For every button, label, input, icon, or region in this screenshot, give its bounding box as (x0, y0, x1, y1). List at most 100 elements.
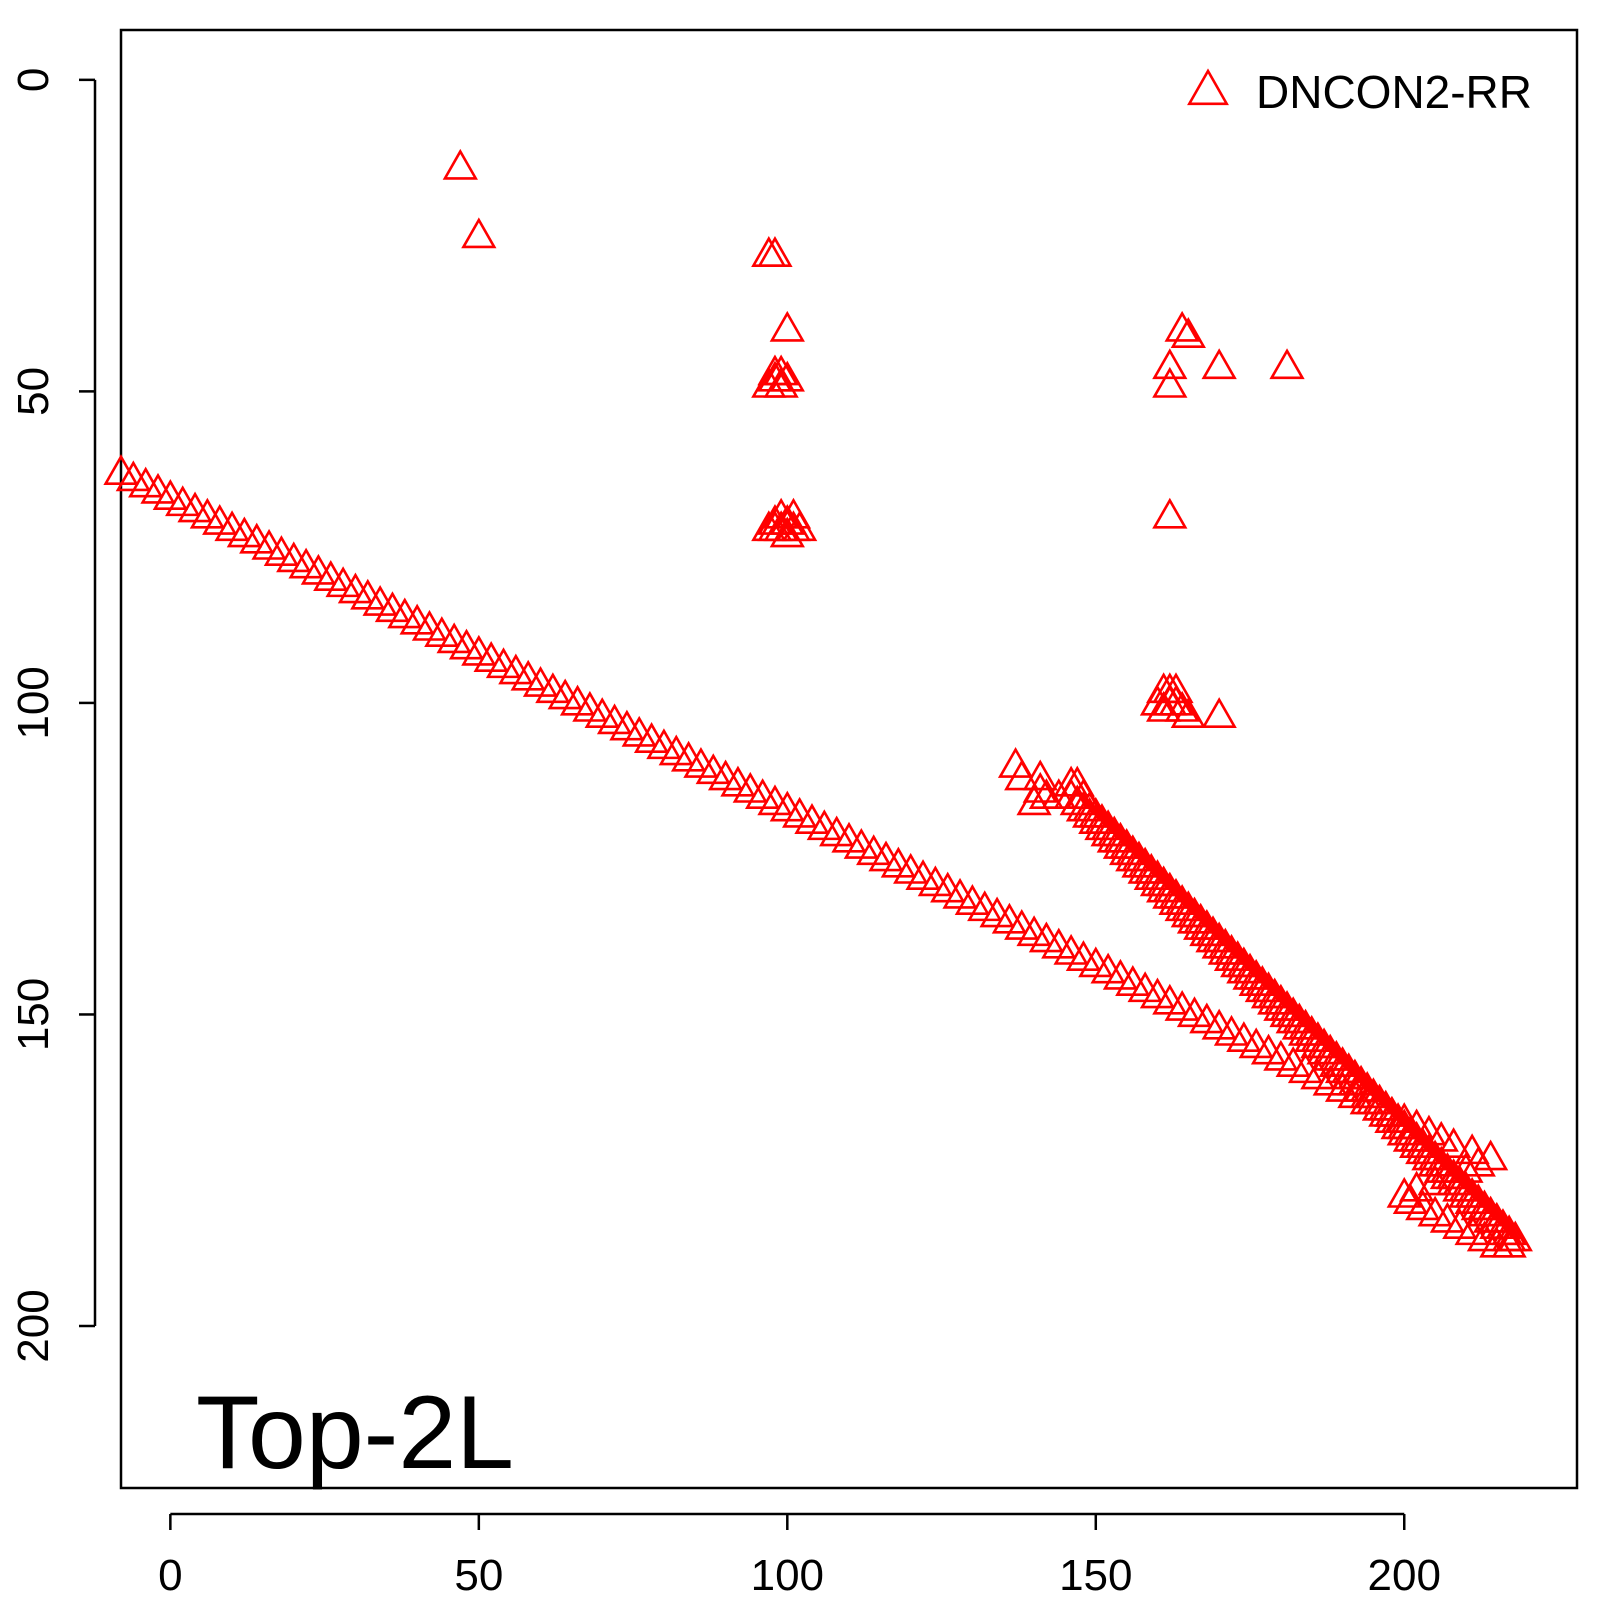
point-0-0 (442, 148, 478, 180)
point-0-279 (547, 678, 583, 710)
point-0-267 (695, 753, 731, 785)
point-0-215 (1337, 1077, 1373, 1109)
point-0-250 (905, 859, 941, 891)
point-0-6 (763, 354, 799, 386)
point-0-24 (1152, 366, 1188, 398)
legend: DNCON2-RR (1187, 66, 1532, 118)
point-0-289 (424, 616, 460, 648)
point-0-309 (177, 491, 213, 523)
point-0-236 (1078, 946, 1114, 978)
point-0-238 (1053, 933, 1089, 965)
point-0-26 (1269, 348, 1305, 380)
point-0-218 (1300, 1058, 1336, 1090)
point-0-228 (1176, 996, 1213, 1028)
point-0-263 (744, 778, 781, 810)
point-0-311 (152, 479, 188, 510)
point-0-241 (1016, 915, 1052, 947)
point-0-276 (584, 697, 620, 729)
point-0-224 (1226, 1021, 1262, 1053)
point-0-34 (1158, 684, 1194, 716)
point-0-225 (1213, 1014, 1250, 1046)
point-0-256 (831, 821, 867, 853)
point-0-288 (436, 622, 472, 654)
point-0-254 (856, 834, 892, 866)
point-0-227 (1189, 1002, 1225, 1034)
point-0-43 (1016, 784, 1052, 816)
point-0-270 (658, 734, 694, 766)
point-0-2 (751, 236, 787, 267)
point-0-237 (1065, 940, 1102, 972)
point-0-284 (485, 647, 522, 679)
point-0-194 (1442, 1208, 1478, 1239)
data-points (103, 148, 1533, 1258)
y-tick-label-4: 200 (9, 1289, 58, 1362)
point-0-294 (362, 584, 398, 616)
point-0-35 (1164, 690, 1200, 722)
point-0-1 (461, 217, 497, 249)
y-tick-label-2: 100 (9, 666, 58, 739)
point-0-265 (720, 765, 756, 797)
point-0-229 (1164, 989, 1200, 1021)
plot-frame (119, 28, 1579, 1490)
point-0-10 (769, 360, 805, 392)
point-0-27 (1152, 497, 1188, 529)
point-0-235 (1090, 952, 1126, 984)
point-0-261 (769, 790, 805, 822)
point-0-214 (1349, 1083, 1385, 1115)
point-0-269 (670, 740, 707, 772)
point-0-202 (1435, 1158, 1472, 1190)
point-0-283 (498, 653, 534, 685)
point-0-260 (782, 796, 818, 828)
point-0-295 (350, 578, 386, 610)
point-0-271 (646, 728, 682, 760)
y-tick-label-1: 50 (9, 367, 58, 416)
point-0-248 (930, 871, 966, 903)
point-0-280 (535, 672, 571, 704)
point-0-255 (843, 827, 879, 859)
point-0-286 (461, 634, 497, 666)
point-0-266 (707, 759, 744, 791)
point-0-278 (559, 684, 596, 716)
legend-marker-0 (1187, 68, 1229, 106)
point-0-273 (621, 715, 657, 747)
point-0-315 (103, 454, 139, 486)
point-0-301 (276, 541, 312, 573)
point-0-232 (1127, 971, 1163, 1003)
point-0-226 (1201, 1008, 1237, 1040)
point-0-299 (300, 553, 337, 585)
point-0-274 (609, 709, 645, 741)
point-0-285 (473, 641, 509, 672)
point-0-293 (374, 591, 411, 623)
point-0-306 (214, 510, 250, 542)
panel-label: Top-2L (196, 1375, 514, 1491)
point-0-223 (1238, 1027, 1274, 1059)
point-0-36 (1170, 697, 1206, 729)
point-0-221 (1263, 1039, 1299, 1071)
point-0-281 (522, 665, 559, 697)
point-0-9 (763, 366, 799, 398)
point-0-308 (189, 497, 226, 529)
point-0-262 (757, 784, 793, 816)
point-0-300 (288, 547, 324, 579)
point-0-208 (1423, 1120, 1459, 1152)
point-0-246 (954, 884, 991, 915)
y-tick-label-3: 150 (9, 978, 58, 1051)
point-0-4 (769, 310, 805, 342)
point-0-302 (263, 535, 300, 567)
point-0-297 (325, 566, 361, 598)
point-0-203 (1448, 1151, 1484, 1183)
point-0-205 (1472, 1139, 1509, 1171)
point-0-217 (1312, 1064, 1348, 1096)
point-0-307 (202, 503, 238, 535)
point-0-239 (1041, 927, 1077, 959)
point-0-39 (1004, 759, 1040, 791)
y-axis: 0 50 100 150 200 (9, 68, 97, 1363)
point-0-291 (399, 603, 435, 635)
point-0-245 (967, 890, 1003, 922)
legend-label-0: DNCON2-RR (1256, 66, 1532, 118)
point-0-252 (880, 846, 916, 878)
point-0-210 (1398, 1108, 1435, 1140)
point-0-253 (868, 840, 904, 872)
point-0-191 (1479, 1226, 1515, 1258)
